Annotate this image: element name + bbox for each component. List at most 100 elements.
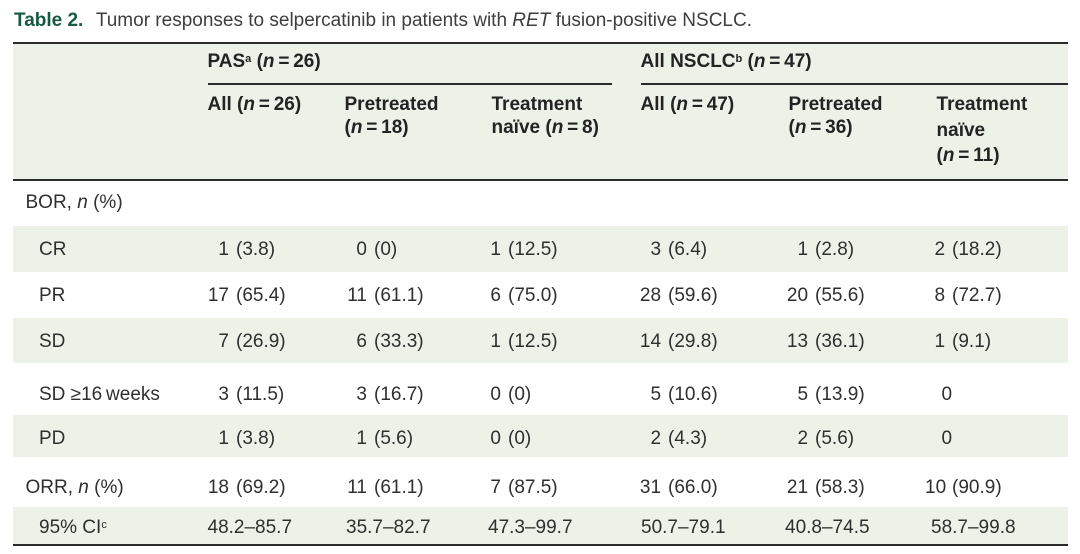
percent-value: (12.5) <box>508 239 558 260</box>
count-value: 0 <box>490 427 501 449</box>
table-row-pr: PR 17 (65.4) 11 (61.1) 6 (75.0) 28 (59.6) 20… <box>13 272 1068 318</box>
data-cell: 6 (33.3) <box>333 317 480 363</box>
percent-value: (69.2) <box>236 477 286 498</box>
column-header-pas-treatment-naive: Treatment naïve (n = 8) <box>480 84 630 181</box>
count-value: 11 <box>347 284 367 306</box>
percent-value: (75.0) <box>508 284 558 306</box>
percent-value: (13.9) <box>815 384 865 405</box>
count-value: 17 <box>207 284 229 306</box>
percent-value: (9.1) <box>952 331 992 352</box>
count-value: 7 <box>490 477 501 498</box>
column-header-pas-all: All (n = 26) <box>196 84 333 181</box>
table-row-pd: PD 1 (3.8) 1 (5.6) 0 (0) 2 (4.3) 2 (5.6) 0 <box>13 414 1069 457</box>
data-cell <box>333 180 480 226</box>
data-cell: 7 (87.5) <box>480 457 629 507</box>
data-cell: 18 (69.2) <box>196 457 333 507</box>
count-value: 11 <box>347 477 367 498</box>
percent-value: (58.3) <box>815 477 865 498</box>
count-value: 3 <box>650 239 662 260</box>
data-cell: 1 (5.6) <box>333 414 480 457</box>
table-title: Table 2. Tumor responses to selpercatinib… <box>14 10 752 32</box>
data-cell: 0 (0) <box>480 414 630 457</box>
data-cell: 7 (26.9) <box>196 317 333 363</box>
percent-value: (87.5) <box>508 477 558 498</box>
percent-value: (11.5) <box>236 384 285 405</box>
percent-value: (36.1) <box>815 331 865 352</box>
percent-value: (61.1) <box>374 284 424 306</box>
percent-value: (3.8) <box>236 427 276 449</box>
count-value: 5 <box>797 384 809 405</box>
results-table: PASa (n = 26) All NSCLCb (n = 47) All (n… <box>13 41 1069 546</box>
row-label: ORR, n (%) <box>25 477 124 498</box>
count-value: 1 <box>490 331 501 352</box>
column-header-row: All (n = 26) Pretreated (n = 18) Treatmen… <box>13 84 1069 181</box>
count-value: 1 <box>797 239 809 260</box>
percent-value: (72.7) <box>952 284 1002 306</box>
count-value: 8 <box>934 284 946 306</box>
column-group-all-nsclc: All NSCLCb (n = 47) <box>629 42 1069 85</box>
percent-value: (61.1) <box>374 477 424 498</box>
count-value: 10 <box>925 477 947 498</box>
count-value: 31 <box>639 477 662 498</box>
table-row-cr: CR 1 (3.8) 0 (0) 1 (12.5) 3 (6.4) 1 (2.8) 2 (1… <box>13 225 1069 272</box>
table-caption: Tumor responses to selpercatinib in pati… <box>95 10 752 31</box>
count-value: 5 <box>650 384 662 405</box>
count-value: 2 <box>934 239 946 260</box>
count-value: 13 <box>786 331 809 352</box>
percent-value: (0) <box>508 384 532 405</box>
count-value: 21 <box>786 477 809 498</box>
data-cell: 6 (75.0) <box>480 272 629 318</box>
count-value: 0 <box>356 239 367 260</box>
count-value: 1 <box>218 239 229 260</box>
percent-value: (16.7) <box>374 384 424 405</box>
data-cell: 11 (61.1) <box>333 272 480 318</box>
data-cell <box>925 180 1068 226</box>
data-cell <box>196 180 333 226</box>
data-cell: 3 (16.7) <box>333 363 480 415</box>
data-cell: 13 (36.1) <box>777 317 926 363</box>
row-label: SD <box>13 317 196 363</box>
percent-value: (59.6) <box>668 284 718 306</box>
table-row-95-ci: 95% CIc 48.2–85.7 35.7–82.7 47.3–99.7 50… <box>13 506 1069 545</box>
data-cell: 1 (3.8) <box>196 414 333 457</box>
data-cell: 3 (6.4) <box>629 225 778 272</box>
data-cell: 5 (13.9) <box>777 363 925 415</box>
data-cell <box>777 180 925 226</box>
row-label: 95% CIc <box>13 506 196 545</box>
count-value: 0 <box>490 384 501 405</box>
data-cell: 2 (5.6) <box>777 414 926 457</box>
data-cell: 8 (72.7) <box>925 272 1068 318</box>
data-cell: 0 (0) <box>333 225 480 272</box>
data-cell <box>480 180 629 226</box>
percent-value: (5.6) <box>815 427 855 449</box>
percent-value: (2.8) <box>815 239 855 260</box>
column-group-row: PASa (n = 26) All NSCLCb (n = 47) <box>13 42 1069 85</box>
column-header-pas-pretreated: Pretreated (n = 18) <box>333 84 480 181</box>
table-body: BOR, n (%) CR 1 (3.8) 0 (0) 1 (12.5) 3 (6.4)… <box>13 180 1069 545</box>
count-value: 3 <box>218 384 229 405</box>
data-cell: 2 (18.2) <box>925 225 1069 272</box>
count-value: 1 <box>490 239 501 260</box>
data-cell: 21 (58.3) <box>777 457 925 507</box>
row-label: CR <box>13 225 196 272</box>
row-label: PD <box>13 414 196 457</box>
count-value: 0 <box>941 384 953 405</box>
data-cell: 1 (3.8) <box>196 225 333 272</box>
count-value: 20 <box>786 284 809 306</box>
data-cell: 20 (55.6) <box>777 272 925 318</box>
data-cell: 17 (65.4) <box>196 272 333 318</box>
table-row-sd: SD 7 (26.9) 6 (33.3) 1 (12.5) 14 (29.8) 13 (3… <box>13 317 1069 363</box>
data-cell: 14 (29.8) <box>629 317 778 363</box>
count-value: 28 <box>639 284 662 306</box>
count-value: 6 <box>490 284 501 306</box>
row-label: BOR, n (%) <box>25 192 123 213</box>
data-cell: 47.3–99.7 <box>480 506 630 545</box>
percent-value: (0) <box>374 239 398 260</box>
data-cell: 40.8–74.5 <box>777 506 926 545</box>
data-cell: 0 <box>925 363 1068 415</box>
table-row-orr: ORR, n (%) 18 (69.2) 11 (61.1) 7 (87.5) 31 (… <box>13 457 1068 507</box>
corner-cell <box>13 42 196 85</box>
percent-value: (65.4) <box>236 284 286 306</box>
count-value: 6 <box>356 331 367 352</box>
